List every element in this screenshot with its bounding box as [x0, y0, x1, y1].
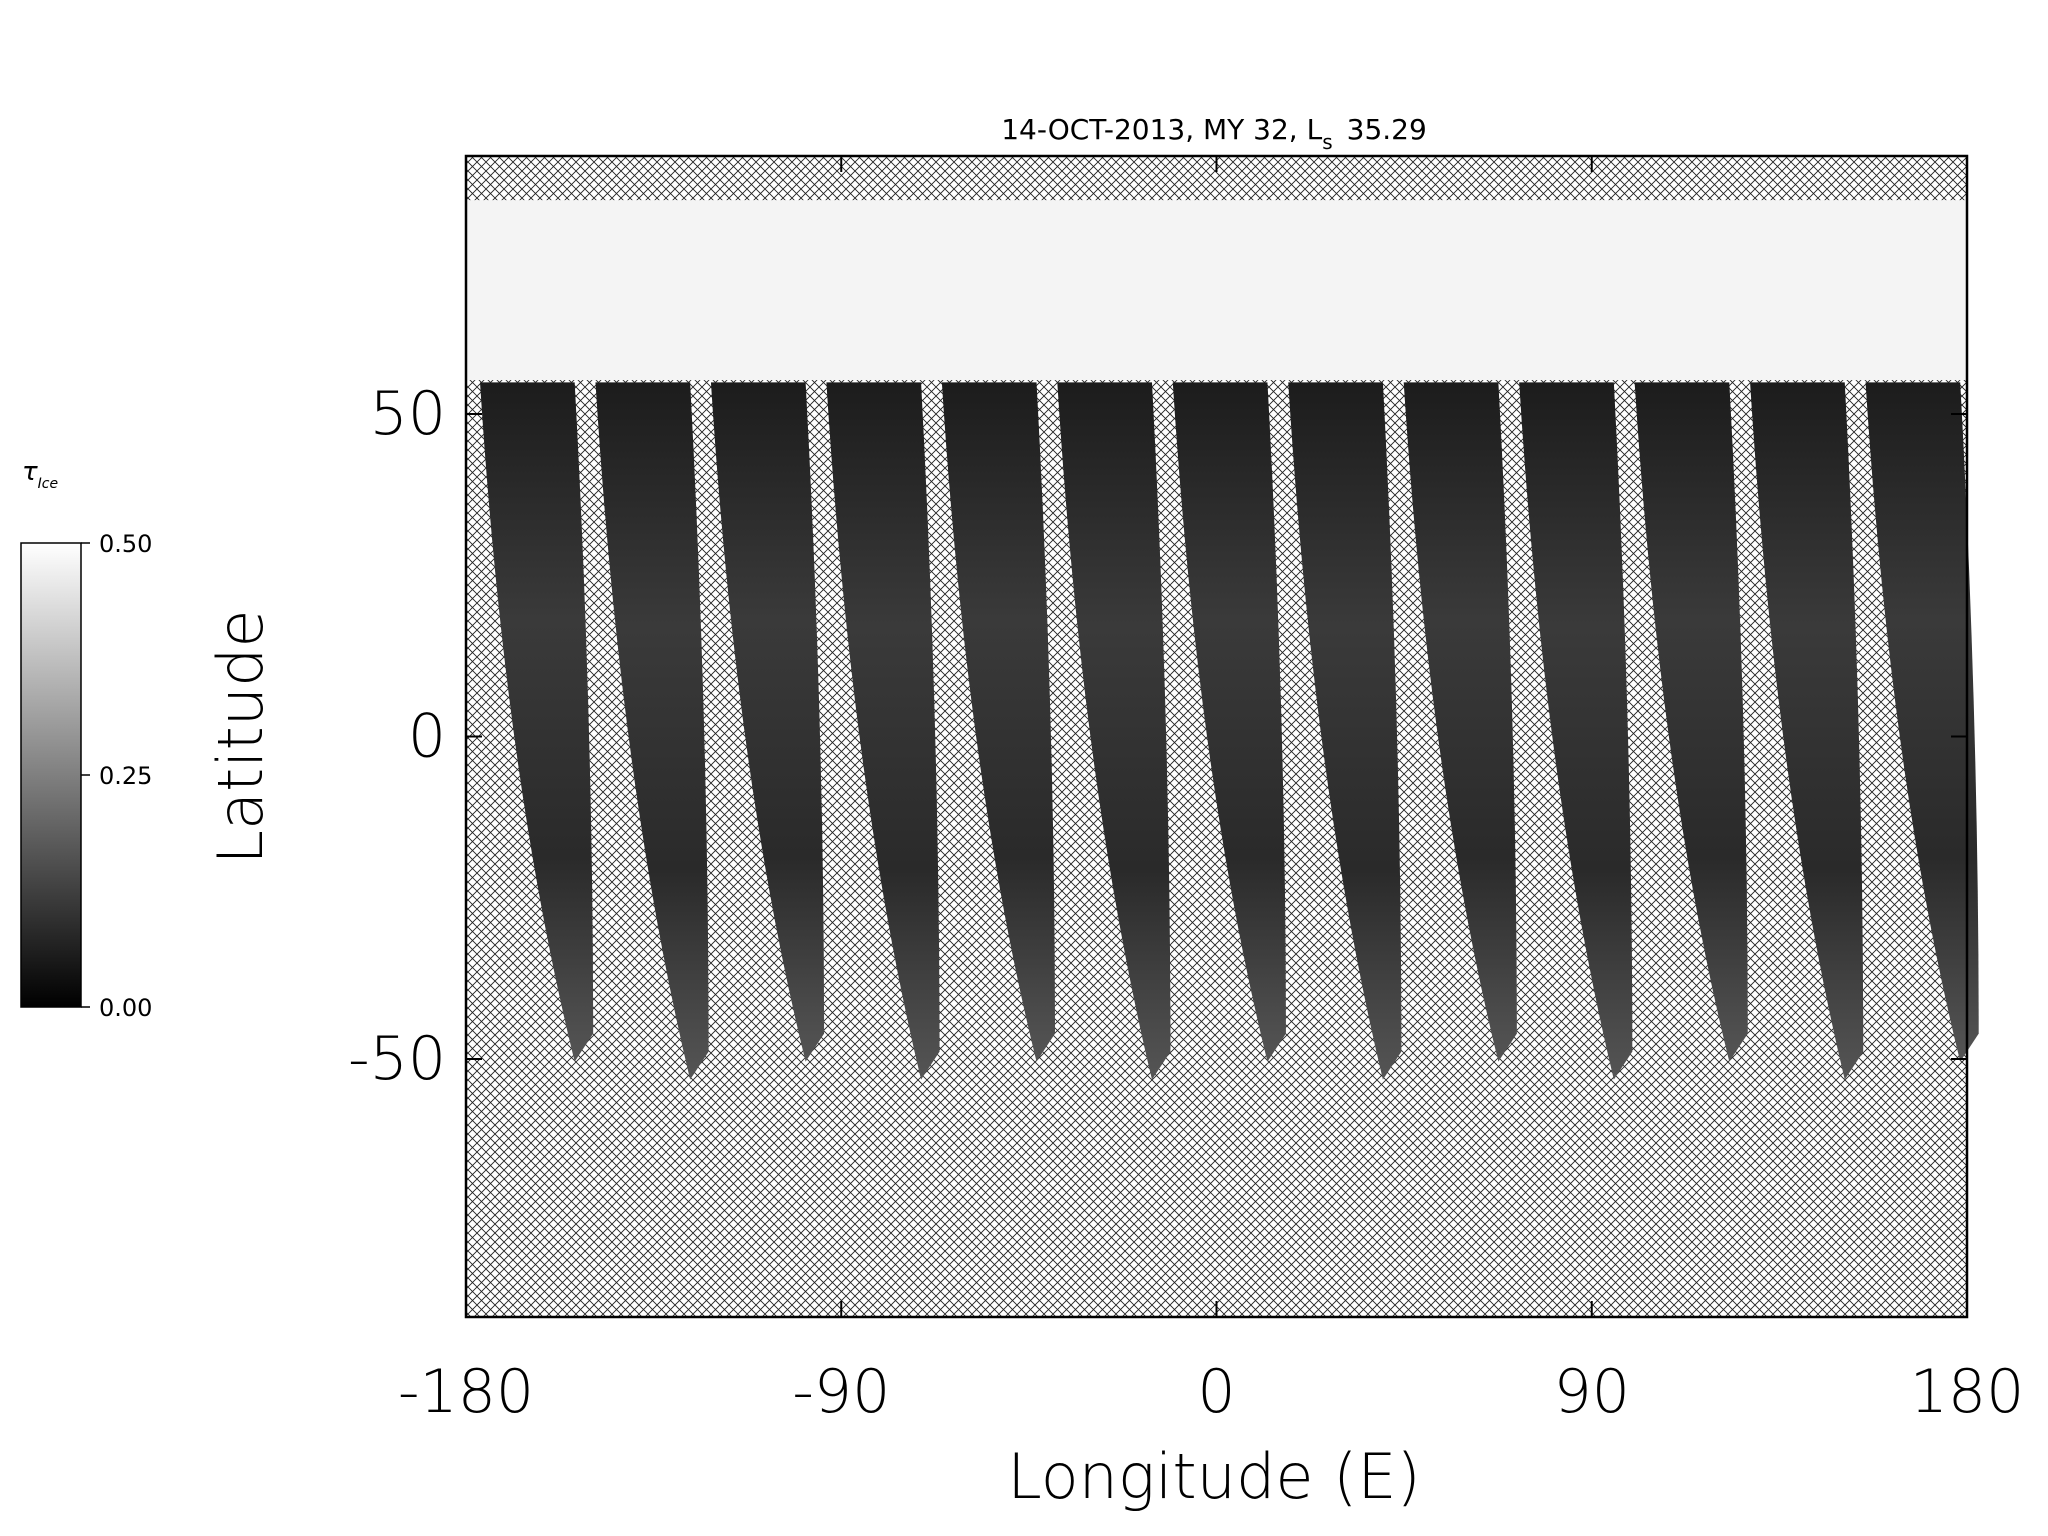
swath — [1519, 382, 1633, 1080]
swath — [1865, 382, 1979, 1062]
title-suffix: 35.29 — [1347, 113, 1427, 146]
y-tick-label: 50 — [370, 379, 446, 449]
x-tick-label: 0 — [1197, 1357, 1235, 1427]
x-axis-label: Longitude (E) — [1007, 1440, 1420, 1513]
colorbar-tick-label: 0.25 — [99, 762, 152, 790]
x-tick-label: -180 — [398, 1357, 534, 1427]
x-tick-label: -90 — [792, 1357, 890, 1427]
swath — [826, 382, 940, 1080]
swath — [941, 382, 1055, 1062]
colorbar-tick-label: 0.50 — [99, 530, 152, 558]
colorbar-symbol: τ — [22, 457, 38, 487]
y-axis-label: Latitude — [204, 609, 277, 864]
swath — [1288, 382, 1402, 1080]
swath — [1403, 382, 1517, 1062]
chart-title: 14-OCT-2013, MY 32, Ls 35.29 — [1001, 113, 1427, 154]
title-text: 14-OCT-2013, MY 32, L — [1001, 113, 1322, 146]
swath — [1057, 382, 1171, 1080]
swath — [1172, 382, 1286, 1062]
swath — [1750, 382, 1864, 1080]
colorbar-label: τIce — [22, 457, 58, 492]
colorbar — [20, 542, 82, 1008]
swath — [595, 382, 709, 1080]
swath — [710, 382, 825, 1062]
plot-area — [464, 154, 1979, 1319]
x-tick-label: 90 — [1554, 1357, 1630, 1427]
colorbar-tick-label: 0.00 — [99, 994, 152, 1022]
y-tick-label: -50 — [348, 1024, 446, 1094]
swath — [1634, 382, 1748, 1062]
x-tick-label: 180 — [1910, 1357, 2025, 1427]
title-subscript: s — [1322, 130, 1332, 154]
colorbar-subscript: Ice — [38, 476, 58, 492]
swath — [480, 382, 594, 1062]
y-tick-label: 0 — [408, 702, 446, 772]
polar-band — [466, 200, 1967, 381]
